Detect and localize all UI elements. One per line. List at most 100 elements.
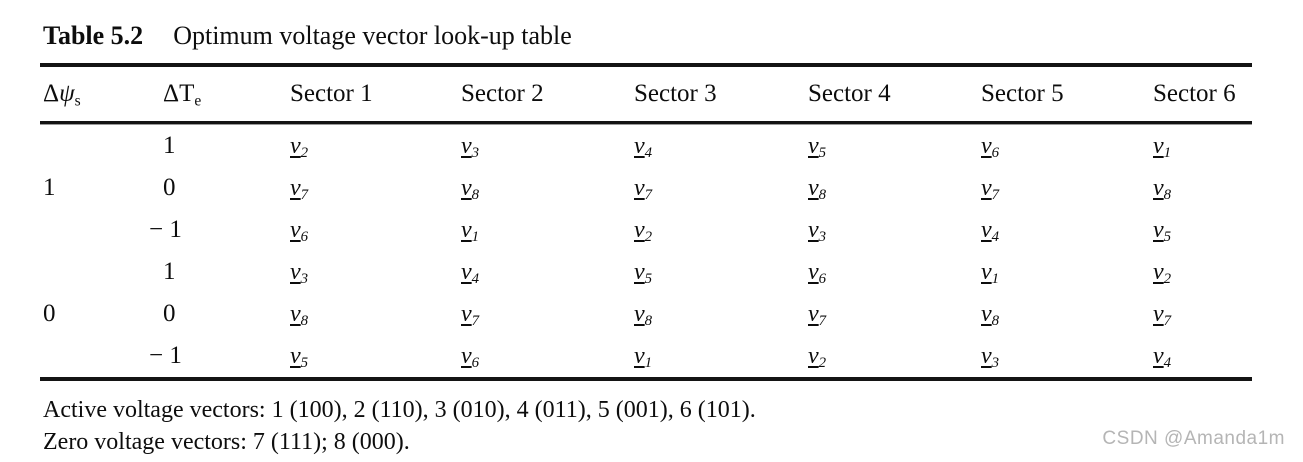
voltage-vector: v6 [290,217,309,246]
voltage-vector: v5 [290,343,309,372]
voltage-vector: v8 [808,175,827,204]
voltage-vector: v4 [981,217,1000,246]
vector-cell: v6 [805,258,978,288]
vector-cell: v1 [631,342,805,372]
vector-cell: v2 [805,342,978,372]
footnote-active-vectors: Active voltage vectors: 1 (100), 2 (110)… [43,397,756,423]
torque-cell: − 1 [149,216,182,243]
table-footnotes: Active voltage vectors: 1 (100), 2 (110)… [43,394,1303,458]
header-sector-2: Sector 2 [461,80,544,107]
vector-cell: v3 [978,342,1150,372]
voltage-vector: v8 [461,175,480,204]
table-number: Table 5.2 [43,21,144,50]
vector-cell: v4 [978,216,1150,246]
table-row: 1 v3 v4 v5 v6 v1 v2 [40,251,1252,293]
torque-cell: 1 [163,132,176,159]
voltage-vector: v6 [981,133,1000,162]
header-sector-5: Sector 5 [981,80,1064,107]
header-flux: Δψs [43,80,81,110]
voltage-vector: v1 [981,259,1000,288]
vector-cell: v5 [805,132,978,162]
vector-cell: v8 [287,300,458,330]
voltage-vector: v1 [634,343,653,372]
voltage-vector: v3 [808,217,827,246]
vector-cell: v4 [458,258,631,288]
voltage-vector: v1 [1153,133,1172,162]
vector-cell: v6 [287,216,458,246]
vector-cell: v4 [1150,342,1252,372]
footnote-zero-vectors: Zero voltage vectors: 7 (111); 8 (000). [43,429,410,455]
voltage-vector: v7 [808,301,827,330]
table-row: − 1 v6 v1 v2 v3 v4 v5 [40,209,1252,251]
vector-cell: v7 [978,174,1150,204]
table-row: 1 0 v7 v8 v7 v8 v7 v8 [40,167,1252,209]
voltage-vector: v2 [808,343,827,372]
voltage-vector: v7 [634,175,653,204]
torque-cell: 0 [163,174,176,201]
voltage-vector: v8 [290,301,309,330]
voltage-vector: v7 [981,175,1000,204]
voltage-vector: v3 [981,343,1000,372]
vector-cell: v5 [1150,216,1252,246]
table-caption: Table 5.2 Optimum voltage vector look-up … [43,22,1303,50]
voltage-vector: v6 [461,343,480,372]
voltage-vector: v8 [634,301,653,330]
torque-cell: − 1 [149,342,182,369]
voltage-vector: v8 [1153,175,1172,204]
table-bottom-rule [40,377,1252,381]
vector-cell: v8 [631,300,805,330]
vector-cell: v8 [458,174,631,204]
header-sector-4: Sector 4 [808,80,891,107]
table-row: 1 v2 v3 v4 v5 v6 v1 [40,125,1252,167]
vector-cell: v3 [458,132,631,161]
voltage-vector: v4 [461,259,480,288]
vector-cell: v2 [631,216,805,245]
vector-cell: v3 [287,258,458,288]
table-header-rule [40,121,1252,125]
vector-cell: v1 [458,216,631,246]
voltage-vector: v7 [290,175,309,204]
header-sector-6: Sector 6 [1153,80,1236,107]
header-torque: ΔTe [163,80,202,110]
vector-cell: v6 [978,132,1150,162]
voltage-vector: v4 [1153,343,1172,372]
table-top-rule [40,63,1252,67]
flux-cell: 1 [43,174,56,201]
vector-cell: v5 [287,342,458,372]
vector-cell: v7 [631,174,805,204]
vector-cell: v7 [805,300,978,330]
torque-cell: 1 [163,258,176,285]
vector-cell: v6 [458,342,631,372]
voltage-vector: v2 [290,133,309,162]
voltage-vector: v5 [634,259,653,288]
voltage-vector: v5 [808,133,827,162]
vector-cell: v2 [1150,258,1252,288]
vector-cell: v3 [805,216,978,246]
voltage-vector: v7 [461,301,480,330]
table-title: Optimum voltage vector look-up table [173,21,572,50]
torque-cell: 0 [163,300,176,327]
vector-cell: v1 [978,258,1150,288]
vector-cell: v8 [1150,174,1252,204]
vector-cell: v8 [978,300,1150,329]
vector-cell: v7 [458,300,631,330]
vector-cell: v5 [631,258,805,288]
vector-cell: v2 [287,132,458,162]
voltage-vector: v6 [808,259,827,288]
vector-cell: v7 [1150,300,1252,330]
vector-cell: v1 [1150,132,1252,162]
voltage-vector: v1 [461,217,480,246]
voltage-vector: v3 [290,259,309,288]
table-row: 0 0 v8 v7 v8 v7 v8 v7 [40,293,1252,335]
csdn-watermark: CSDN @Amanda1m [1102,428,1285,449]
vector-cell: v7 [287,174,458,204]
vector-cell: v4 [631,132,805,162]
voltage-vector: v4 [634,133,653,162]
header-sector-1: Sector 1 [290,80,373,107]
table-row: − 1 v5 v6 v1 v2 v3 v4 [40,335,1252,377]
vector-cell: v8 [805,174,978,204]
voltage-vector: v2 [1153,259,1172,288]
voltage-vector: v7 [1153,301,1172,330]
table-header-row: Δψs ΔTe Sector 1 Sector 2 Sector 3 Secto… [40,67,1252,121]
voltage-vector: v5 [1153,217,1172,246]
